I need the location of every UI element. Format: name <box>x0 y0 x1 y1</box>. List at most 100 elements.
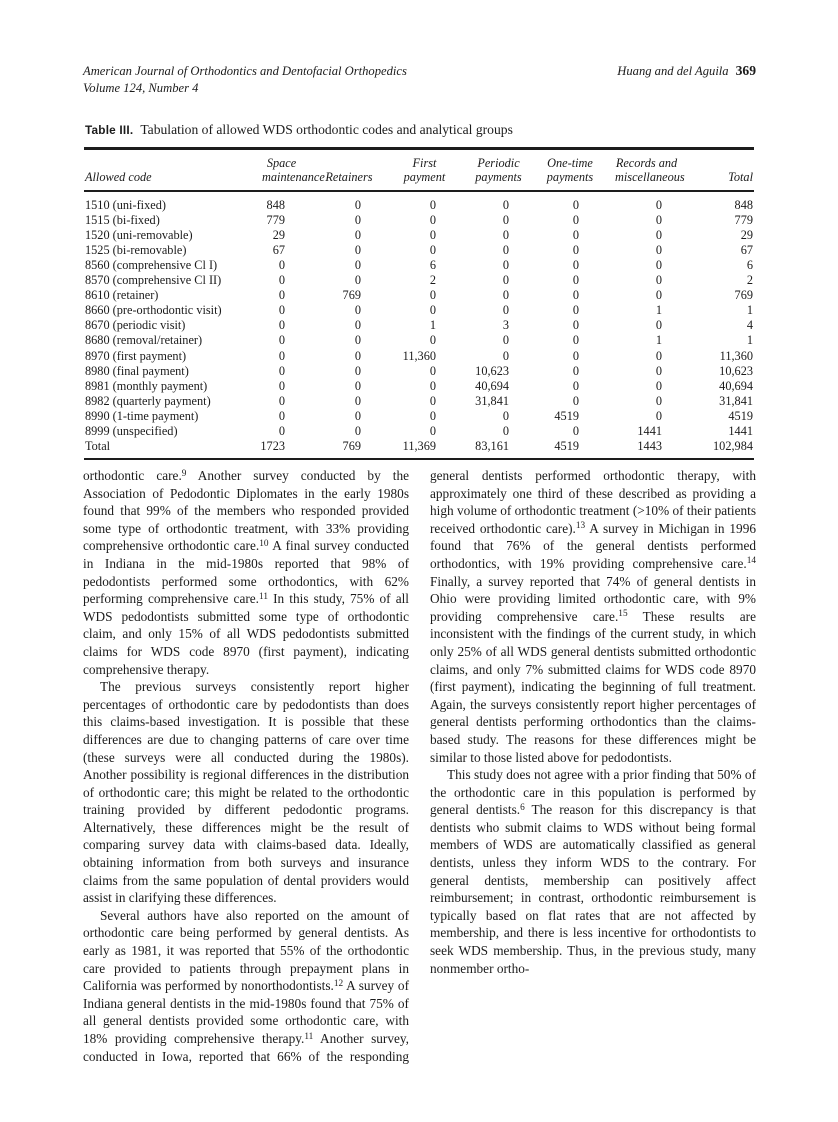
table-row: 8990 (1-time payment) 0 0 0 0 4519 0 4519 <box>84 409 754 424</box>
cell-value: 31,841 <box>475 393 509 408</box>
cell-value: 0 <box>354 318 361 333</box>
cell-value: 3 <box>502 318 509 333</box>
cell-value: 1 <box>429 318 436 333</box>
row-label: 8570 (comprehensive Cl II) <box>85 273 222 288</box>
table-row: 8982 (quarterly payment) 0 0 0 31,841 0 0 31,84… <box>84 394 754 409</box>
cell-value: 0 <box>655 242 662 257</box>
cell-value: 0 <box>354 273 361 288</box>
row-label: 1515 (bi-fixed) <box>85 212 160 227</box>
row-label: 8999 (unspecified) <box>85 424 178 438</box>
journal-info: American Journal of Orthodontics and Den… <box>83 63 407 96</box>
cell-value: 1 <box>746 303 753 318</box>
column-header: First payment <box>379 148 454 192</box>
cell-value: 779 <box>266 212 285 227</box>
cell-value: 0 <box>354 257 361 272</box>
cell-value: 0 <box>655 197 662 212</box>
cell-value: 0 <box>354 424 361 438</box>
cell-value: 0 <box>278 348 285 363</box>
table-row: 8570 (comprehensive Cl II) 0 0 2 0 0 0 2 <box>84 273 754 288</box>
table-row: 8999 (unspecified) 0 0 0 0 0 1441 1441 <box>84 424 754 439</box>
table-row: 8970 (first payment) 0 0 11,360 0 0 0 11,360 <box>84 349 754 364</box>
row-label: 8990 (1-time payment) <box>85 408 199 423</box>
table-row: 1520 (uni-removable) 29 0 0 0 0 0 29 <box>84 228 754 243</box>
cell-value: 0 <box>502 288 509 303</box>
cell-value: 0 <box>572 363 579 378</box>
cell-value: 0 <box>278 333 285 348</box>
cell-value: 0 <box>502 333 509 348</box>
cell-value: 4519 <box>728 408 753 423</box>
cell-value: 0 <box>354 197 361 212</box>
cell-value: 1 <box>655 303 662 318</box>
cell-value: 0 <box>278 257 285 272</box>
cell-value: 769 <box>342 288 361 303</box>
cell-value: 10,623 <box>719 363 753 378</box>
cell-value: 0 <box>572 273 579 288</box>
cell-value: 0 <box>354 212 361 227</box>
table-row: 8981 (monthly payment) 0 0 0 40,694 0 0 40,694 <box>84 379 754 394</box>
cell-value: 0 <box>655 363 662 378</box>
table-row: 1515 (bi-fixed) 779 0 0 0 0 0 779 <box>84 213 754 228</box>
cell-value: 0 <box>572 333 579 348</box>
header-row: Allowed code Space maintenance Retainers Fi… <box>84 148 754 192</box>
cell-value: 769 <box>342 439 361 454</box>
cell-value: 0 <box>502 242 509 257</box>
cell-value: 1 <box>655 333 662 348</box>
cell-value: 0 <box>572 197 579 212</box>
table-row: 8980 (final payment) 0 0 0 10,623 0 0 10,623 <box>84 364 754 379</box>
cell-value: 0 <box>655 408 662 423</box>
cell-value: 11,360 <box>719 348 753 363</box>
row-label: 8660 (pre-orthodontic visit) <box>85 303 222 318</box>
cell-value: 0 <box>572 393 579 408</box>
cell-value: 40,694 <box>475 378 509 393</box>
cell-value: 31,841 <box>719 393 753 408</box>
cell-value: 29 <box>740 227 753 242</box>
cell-value: 0 <box>655 378 662 393</box>
cell-value: 67 <box>272 242 285 257</box>
cell-value: 0 <box>429 242 436 257</box>
cell-value: 1723 <box>260 439 285 454</box>
cell-value: 1441 <box>728 424 753 438</box>
cell-value: 0 <box>354 303 361 318</box>
cell-value: 4 <box>746 318 753 333</box>
cell-value: 6 <box>746 257 753 272</box>
cell-value: 848 <box>266 197 285 212</box>
cell-value: 11,360 <box>402 348 436 363</box>
codes-table: Allowed code Space maintenance Retainers Fi… <box>84 147 754 461</box>
column-header: Total <box>680 148 754 192</box>
cell-value: 0 <box>429 378 436 393</box>
cell-value: 0 <box>572 288 579 303</box>
row-label: 8680 (removal/retainer) <box>85 333 203 348</box>
cell-value: 0 <box>572 318 579 333</box>
cell-value: 0 <box>572 378 579 393</box>
column-header: One-time payments <box>527 148 597 192</box>
row-label: 1510 (uni-fixed) <box>85 197 166 212</box>
row-label: 8610 (retainer) <box>85 288 159 303</box>
cell-value: 0 <box>354 227 361 242</box>
column-header: Allowed code <box>84 148 244 192</box>
cell-value: 0 <box>278 393 285 408</box>
cell-value: 0 <box>572 257 579 272</box>
cell-value: 6 <box>429 257 436 272</box>
table-row: 8560 (comprehensive Cl I) 0 0 6 0 0 0 6 <box>84 258 754 273</box>
cell-value: 0 <box>429 212 436 227</box>
row-label: 8670 (periodic visit) <box>85 318 186 333</box>
column-header: Records and miscellaneous <box>597 148 685 192</box>
row-label: 8980 (final payment) <box>85 363 189 378</box>
cell-value: 102,984 <box>713 439 753 454</box>
row-label: 8970 (first payment) <box>85 348 187 363</box>
cell-value: 83,161 <box>475 439 509 454</box>
cell-value: 11,369 <box>402 439 436 454</box>
table-body: 1510 (uni-fixed) 848 0 0 0 0 0 848 1515 (bi-fixe… <box>84 191 754 460</box>
cell-value: 0 <box>655 318 662 333</box>
row-label: 8981 (monthly payment) <box>85 378 208 393</box>
cell-value: 0 <box>655 227 662 242</box>
body-paragraph: orthodontic care.9 Another survey conduc… <box>83 468 409 677</box>
row-label: 8560 (comprehensive Cl I) <box>85 257 218 272</box>
cell-value: 2 <box>429 273 436 288</box>
cell-value: 0 <box>354 363 361 378</box>
cell-value: 0 <box>278 363 285 378</box>
page-number: 369 <box>735 63 756 78</box>
body-paragraph: The previous surveys consistently report… <box>83 679 409 906</box>
table-row: 1525 (bi-removable) 67 0 0 0 0 0 67 <box>84 243 754 258</box>
table-header: Allowed code Space maintenance Retainers Fi… <box>84 148 754 192</box>
